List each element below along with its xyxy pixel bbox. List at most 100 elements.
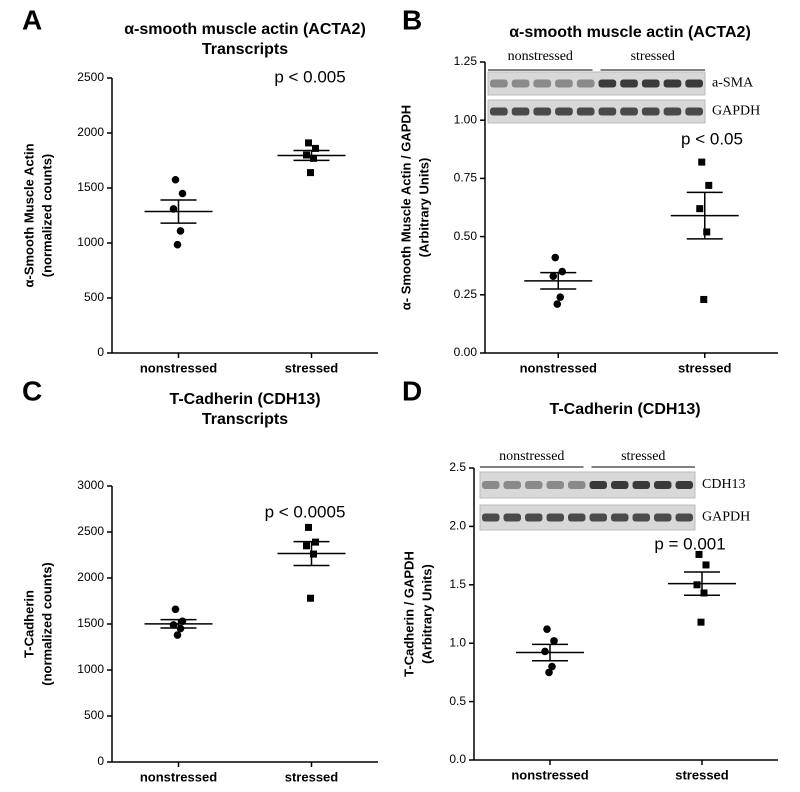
y-tick-label: 1500	[77, 180, 104, 194]
blot-band	[576, 107, 595, 116]
blot-band	[503, 513, 521, 522]
blot-image	[487, 99, 706, 124]
y-axis-label: α- Smooth Muscle Actin / GAPDH	[398, 105, 413, 310]
data-point	[702, 561, 710, 569]
data-point	[693, 581, 701, 589]
data-point	[548, 662, 556, 671]
y-tick-label: 0.25	[454, 287, 478, 301]
data-point	[550, 637, 558, 645]
y-tick-label: 2500	[77, 524, 104, 538]
blot-band	[598, 79, 617, 88]
y-tick-label: 1000	[77, 235, 104, 249]
blot-band	[576, 79, 595, 88]
blot-band	[663, 107, 682, 116]
blot-band	[503, 481, 521, 489]
x-tick-label: nonstressed	[520, 360, 597, 375]
blot-band	[675, 481, 693, 489]
blot-band	[482, 513, 500, 522]
y-tick-label: 500	[84, 708, 104, 722]
blot-band	[589, 513, 607, 522]
y-axis-label: T-Cadherin	[21, 590, 36, 658]
panel-title: α-smooth muscle actin (ACTA2)	[124, 21, 366, 38]
y-tick-label: 2000	[77, 570, 104, 584]
blot-band	[641, 79, 660, 88]
blot-band	[663, 79, 682, 88]
blot-row-label: GAPDH	[702, 510, 750, 525]
data-point	[169, 621, 178, 629]
x-tick-label: nonstressed	[140, 769, 217, 784]
x-tick-label: stressed	[285, 360, 339, 375]
y-tick-label: 0	[97, 345, 104, 359]
data-point	[307, 169, 314, 177]
data-point	[305, 523, 312, 531]
blot-band	[511, 79, 530, 88]
y-tick-label: 1.0	[449, 635, 466, 649]
panel-letter: D	[402, 375, 422, 406]
y-axis-label: (normalized counts)	[39, 562, 54, 686]
blot-band	[654, 481, 672, 489]
panel-letter: B	[402, 4, 422, 35]
blot-group-label: stressed	[621, 449, 665, 464]
blot-band	[589, 481, 607, 489]
data-point	[705, 181, 713, 189]
data-point	[700, 589, 708, 597]
y-tick-label: 2000	[77, 125, 104, 139]
panel-letter: A	[22, 4, 42, 35]
data-point	[178, 189, 187, 198]
y-tick-label: 0.0	[449, 752, 466, 766]
y-tick-label: 2.0	[449, 519, 466, 533]
p-value: p < 0.05	[681, 129, 743, 148]
data-point	[307, 594, 314, 602]
blot-band	[555, 79, 573, 88]
blot-band	[482, 481, 500, 489]
y-tick-label: 3000	[77, 478, 104, 492]
blot-band	[525, 513, 543, 522]
blot-band	[490, 107, 508, 116]
y-axis-label: α-Smooth Muscle Actin	[21, 143, 36, 287]
y-axis-label: (Arbitrary Units)	[416, 158, 431, 258]
blot-band	[533, 107, 552, 116]
blot-band	[546, 513, 564, 522]
data-point	[171, 605, 180, 614]
data-point	[310, 154, 317, 162]
data-point	[543, 625, 551, 633]
y-tick-label: 2.5	[449, 460, 466, 474]
x-tick-label: nonstressed	[511, 767, 588, 782]
data-point	[696, 205, 704, 213]
panel-title: Transcripts	[202, 41, 288, 58]
y-tick-label: 0.50	[454, 229, 478, 243]
y-tick-label: 0.75	[454, 171, 478, 185]
data-point	[553, 300, 562, 308]
panel-title: T-Cadherin (CDH13)	[549, 401, 700, 418]
y-tick-label: 0	[97, 754, 104, 768]
data-point	[305, 139, 312, 147]
blot-band	[685, 107, 703, 116]
blot-band	[620, 107, 638, 116]
x-tick-label: stressed	[285, 769, 339, 784]
blot-group-label: nonstressed	[508, 49, 573, 64]
blot-band	[568, 513, 586, 522]
data-point	[698, 158, 706, 166]
panel-letter: C	[22, 375, 42, 406]
blot-band	[620, 79, 638, 88]
data-point	[703, 228, 711, 236]
blot-band	[632, 513, 650, 522]
y-tick-label: 1500	[77, 616, 104, 630]
panel-title: T-Cadherin (CDH13)	[169, 391, 320, 408]
panel: D T-Cadherin (CDH13) T-Cadherin / GAPDH (Ar…	[401, 375, 778, 782]
panel-title: Transcripts	[202, 411, 288, 428]
data-point	[176, 227, 185, 235]
y-axis-label: T-Cadherin / GAPDH	[401, 551, 416, 677]
blot-band	[675, 513, 693, 522]
x-tick-label: stressed	[675, 767, 729, 782]
y-tick-label: 500	[84, 290, 104, 304]
data-point	[545, 668, 553, 677]
data-point	[173, 240, 182, 249]
y-tick-label: 0.5	[449, 694, 466, 708]
blot-band	[568, 481, 586, 489]
data-point	[171, 175, 180, 184]
blot-band	[611, 481, 629, 489]
blot-row-label: CDH13	[702, 477, 746, 492]
blot-band	[525, 481, 543, 489]
y-tick-label: 0.00	[454, 345, 478, 359]
